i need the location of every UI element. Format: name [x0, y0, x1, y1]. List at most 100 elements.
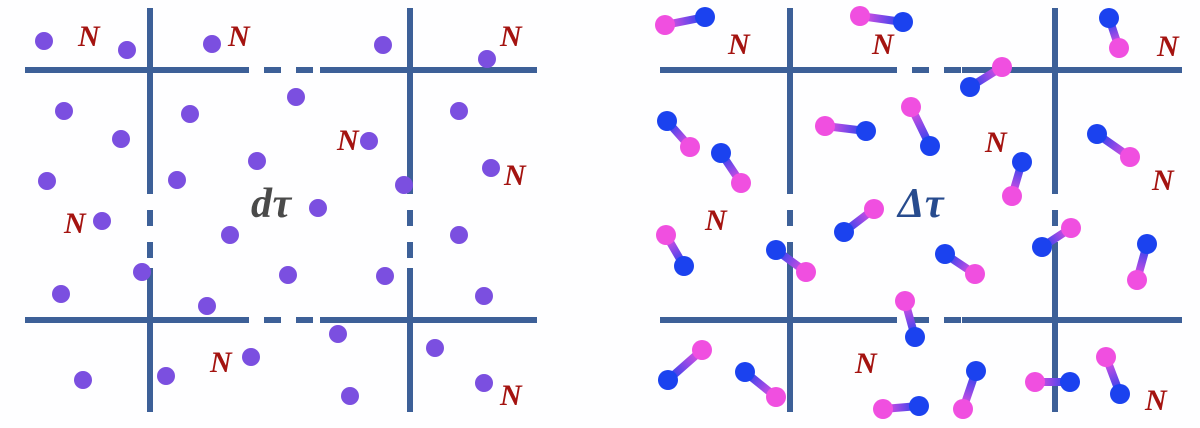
particle-count-label: N	[1152, 164, 1174, 197]
molecule-atom	[1109, 38, 1129, 58]
particle-dot	[74, 371, 92, 389]
particle-dot	[181, 105, 199, 123]
molecule	[1002, 152, 1032, 206]
molecule	[766, 240, 816, 282]
molecule	[655, 7, 715, 35]
particle-count-label: N	[337, 124, 359, 157]
particle-dot	[118, 41, 136, 59]
molecule-atom	[1025, 372, 1045, 392]
molecule-atom	[656, 225, 676, 245]
molecule-atom	[920, 136, 940, 156]
particle-count-label: N	[210, 346, 232, 379]
particle-dot	[248, 152, 266, 170]
molecule	[834, 199, 884, 242]
molecule	[935, 244, 985, 284]
particle-dot	[242, 348, 260, 366]
molecule-atom	[992, 57, 1012, 77]
particle-dot	[203, 35, 221, 53]
molecule-atom	[796, 262, 816, 282]
molecule-atom	[1137, 234, 1157, 254]
molecule	[711, 143, 751, 193]
particle-dot	[475, 287, 493, 305]
particle-dot	[309, 199, 327, 217]
molecule-atom	[695, 7, 715, 27]
particle-dot	[450, 226, 468, 244]
molecule-atom	[655, 15, 675, 35]
molecule	[953, 361, 986, 419]
molecule-atom	[965, 264, 985, 284]
particle-dot	[221, 226, 239, 244]
molecule-atom	[856, 121, 876, 141]
molecule-atom	[1012, 152, 1032, 172]
molecule	[657, 111, 700, 157]
molecule-atom	[909, 396, 929, 416]
molecule-atom	[1087, 124, 1107, 144]
molecule-atom	[1127, 270, 1147, 290]
molecule-atom	[674, 256, 694, 276]
molecule	[1025, 372, 1080, 392]
particle-dot	[360, 132, 378, 150]
diatomic-molecule-graphics	[655, 6, 1182, 419]
particle-dot	[112, 130, 130, 148]
particle-count-label: N	[728, 28, 750, 61]
particle-dot	[341, 387, 359, 405]
particle-count-label: N	[872, 28, 894, 61]
particle-dot	[55, 102, 73, 120]
particle-dot	[374, 36, 392, 54]
molecule	[1096, 347, 1130, 404]
molecule	[656, 225, 694, 276]
molecule-atom	[1060, 372, 1080, 392]
molecule-atom	[834, 222, 854, 242]
particle-count-label: N	[64, 207, 86, 240]
molecule-atom	[895, 291, 915, 311]
particle-count-label: N	[504, 159, 526, 192]
diatomic-molecule-panel: N N N N N N N N Δτ	[600, 0, 1200, 428]
molecule-atom	[1099, 8, 1119, 28]
molecule-atom	[953, 399, 973, 419]
particle-dot	[395, 176, 413, 194]
molecule-atom	[680, 137, 700, 157]
particle-dot	[52, 285, 70, 303]
particle-dot	[478, 50, 496, 68]
molecule	[850, 6, 913, 32]
molecule-atom	[1110, 384, 1130, 404]
volume-element-label: dτ	[251, 181, 292, 227]
particle-count-label: N	[705, 204, 727, 237]
particle-dot	[475, 374, 493, 392]
particle-dot	[157, 367, 175, 385]
molecule-atom	[815, 116, 835, 136]
molecule-atom	[711, 143, 731, 163]
molecule-atom	[692, 340, 712, 360]
particle-count-label: N	[1145, 384, 1167, 417]
molecule-atom	[731, 173, 751, 193]
particle-dot	[329, 325, 347, 343]
particle-dot	[376, 267, 394, 285]
molecule-atom	[766, 240, 786, 260]
molecule-atom	[893, 12, 913, 32]
molecule-atom	[657, 111, 677, 131]
molecule-atom	[905, 327, 925, 347]
particle-count-label: N	[1157, 30, 1179, 63]
particle-dot	[450, 102, 468, 120]
point-particle-graphics	[25, 8, 537, 412]
volume-element-label: Δτ	[898, 181, 944, 227]
molecule-atom	[1096, 347, 1116, 367]
particle-count-label: N	[500, 379, 522, 412]
molecule-atom	[1120, 147, 1140, 167]
particle-count-label: N	[78, 20, 100, 53]
molecule-atom	[1061, 218, 1081, 238]
molecule-atom	[966, 361, 986, 381]
molecule	[658, 340, 712, 390]
molecule-atom	[864, 199, 884, 219]
particle-count-label: N	[228, 20, 250, 53]
molecule-atom	[960, 77, 980, 97]
particle-dot	[168, 171, 186, 189]
molecule	[735, 362, 786, 407]
molecule	[815, 116, 876, 141]
molecule	[960, 57, 1012, 97]
molecule	[873, 396, 929, 419]
molecule-atom	[850, 6, 870, 26]
molecule-atom	[735, 362, 755, 382]
